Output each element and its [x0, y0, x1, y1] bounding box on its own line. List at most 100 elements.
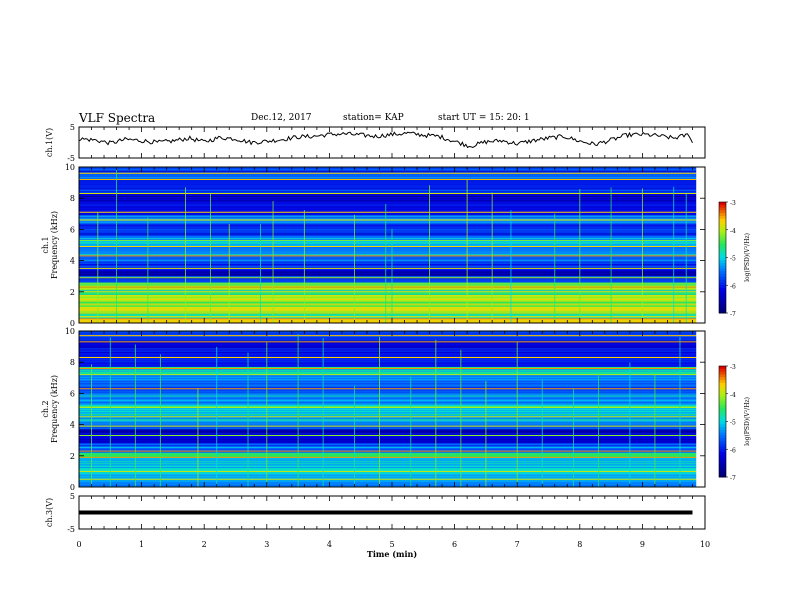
spectral-texture [79, 372, 705, 374]
x-tick-label: 8 [577, 540, 582, 549]
colorbar-label: log(PSD)(V²/Hz) [744, 397, 751, 446]
spectral-texture [79, 215, 705, 217]
colorbar-segment [719, 271, 726, 275]
colorbar-segment [719, 274, 726, 278]
spectral-texture [79, 402, 705, 404]
colorbar-segment [719, 310, 726, 314]
spectral-texture [79, 480, 705, 482]
no-data-region [696, 331, 705, 487]
x-tick-label: 10 [700, 540, 710, 549]
colorbar-segment [719, 402, 726, 406]
spectral-texture [79, 397, 705, 399]
colorbar-segment [719, 415, 726, 420]
colorbar-segment [719, 243, 726, 247]
colorbar-segment [719, 460, 726, 464]
spectral-texture [79, 439, 705, 441]
colorbar-segment [719, 307, 726, 311]
colorbar-segment [719, 440, 726, 445]
colorbar-segment [719, 374, 726, 378]
spectral-texture [79, 413, 705, 415]
x-tick-label: 6 [452, 540, 457, 549]
spectral-band [79, 393, 705, 405]
spectral-texture [79, 463, 705, 465]
spectral-texture [79, 202, 705, 204]
colorbar-segment [719, 229, 726, 234]
spectral-texture [79, 185, 705, 187]
spectral-texture [79, 208, 705, 210]
spectral-texture [79, 217, 705, 219]
spectral-band [79, 204, 705, 216]
spectral-texture [79, 221, 705, 223]
spectral-texture [79, 387, 705, 389]
x-axis-label: Time (min) [367, 549, 417, 559]
colorbar-segment [719, 393, 726, 398]
colorbar-segment [719, 471, 726, 475]
y-tick-label: 4 [70, 257, 75, 266]
colorbar-segment [719, 282, 726, 286]
y-tick-label: 8 [70, 194, 75, 203]
colorbar-segment [719, 443, 726, 447]
spectral-texture [79, 399, 705, 401]
colorbar-segment [719, 240, 726, 245]
spectral-texture [79, 448, 705, 450]
colorbar-segment [719, 377, 726, 381]
colorbar-segment [719, 276, 726, 281]
spectral-texture [79, 339, 705, 341]
colorbar-segment [719, 366, 726, 370]
colorbar-segment [719, 379, 726, 384]
colorbar-segment [719, 257, 726, 261]
spectral-texture [79, 412, 705, 414]
spectral-texture [79, 465, 705, 467]
station-label: station= KAP [343, 113, 404, 123]
spectral-texture [79, 358, 705, 360]
ch1-trace [78, 131, 693, 149]
spectral-texture [79, 187, 705, 189]
colorbar-segment [719, 382, 726, 386]
colorbar-segment [719, 265, 726, 270]
colorbar-segment [719, 452, 726, 456]
y-axis-label: Frequency (kHz) [50, 211, 59, 279]
colorbar-tick-label: -3 [730, 364, 736, 371]
spectral-band [79, 435, 705, 444]
spectral-texture [79, 404, 705, 406]
spectral-texture [79, 370, 705, 372]
colorbar-segment [719, 249, 726, 253]
spectral-texture [79, 204, 705, 206]
colorbar-segment [719, 213, 726, 217]
colorbar-segment [719, 371, 726, 375]
spectral-texture [79, 200, 705, 202]
spectral-texture [79, 183, 705, 185]
y-axis-label: ch.1 [41, 236, 50, 253]
colorbar-segment [719, 454, 726, 459]
spectral-texture [79, 469, 705, 470]
colorbar-segment [719, 207, 726, 211]
spectral-texture [79, 196, 705, 198]
spectral-texture [79, 346, 705, 348]
spectral-texture [79, 376, 705, 378]
colorbar-segment [719, 260, 726, 264]
spectral-texture [79, 383, 705, 385]
spectral-texture [79, 189, 705, 191]
spectral-texture [79, 445, 705, 447]
spectral-texture [79, 389, 705, 391]
y-tick-label: 5 [70, 123, 75, 132]
spectral-texture [79, 175, 705, 177]
y-tick-label: 10 [65, 163, 75, 172]
x-tick-label: 2 [202, 540, 207, 549]
colorbar-segment [719, 407, 726, 411]
colorbar-segment [719, 465, 726, 470]
colorbar-segment [719, 463, 726, 467]
colorbar-segment [719, 446, 726, 450]
spectral-texture [79, 408, 705, 410]
colorbar-tick-label: -3 [730, 200, 736, 207]
spectral-texture [79, 364, 705, 366]
spectral-texture [79, 427, 705, 429]
spectral-texture [79, 350, 705, 352]
colorbar-label: log(PSD)(V²/Hz) [744, 233, 751, 282]
colorbar-segment [719, 396, 726, 400]
colorbar-segment [719, 204, 726, 209]
y-tick-label: 8 [70, 358, 75, 367]
colorbar-segment [719, 251, 726, 256]
colorbar-segment [719, 299, 726, 303]
